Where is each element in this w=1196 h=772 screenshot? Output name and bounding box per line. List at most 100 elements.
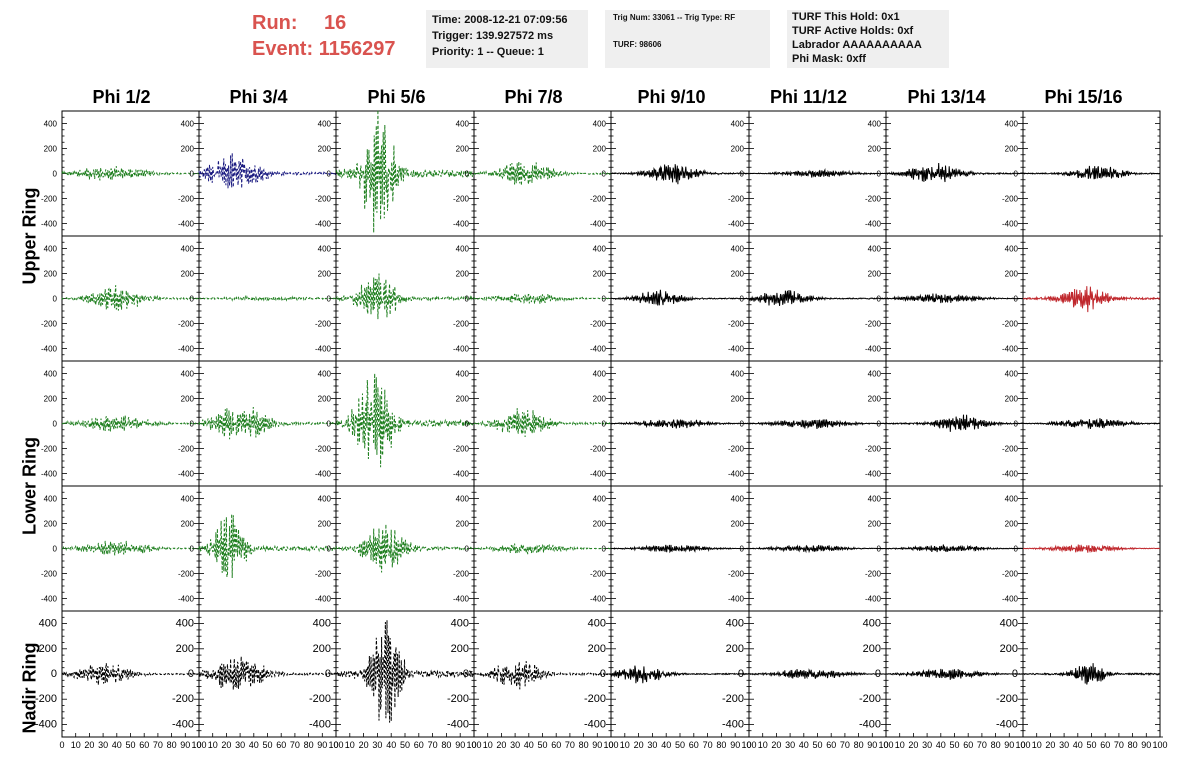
y-tick-label: 200	[318, 520, 332, 529]
y-tick-label: 200	[181, 270, 195, 279]
run-event-box: Run: 16 Event: 1156297	[252, 10, 395, 62]
x-tick-label: 70	[153, 740, 163, 750]
x-tick-label: 100	[1152, 740, 1167, 750]
y-tick-label: 200	[181, 395, 195, 404]
y-tick-label: -200	[728, 445, 745, 454]
y-tick-label: 0	[740, 420, 745, 429]
y-tick-label: -200	[1002, 570, 1019, 579]
y-tick-label: 0	[327, 170, 332, 179]
y-tick-label: 0	[1014, 170, 1019, 179]
y-tick-label: 200	[181, 145, 195, 154]
y-tick-label: 0	[465, 545, 470, 554]
x-tick-label: 0	[196, 740, 201, 750]
x-tick-label: 50	[949, 740, 959, 750]
y-tick-label: 400	[44, 370, 58, 379]
y-tick-label: -200	[728, 570, 745, 579]
run-label: Run:	[252, 12, 298, 34]
turf-text: TURF: 98606	[613, 40, 662, 49]
waveform-line	[473, 161, 612, 186]
x-tick-label: 30	[785, 740, 795, 750]
y-tick-label: -200	[447, 693, 469, 705]
y-tick-label: 0	[190, 295, 195, 304]
y-tick-label: 0	[465, 420, 470, 429]
x-tick-label: 20	[84, 740, 94, 750]
y-tick-label: 400	[1005, 370, 1019, 379]
y-tick-label: -200	[865, 195, 882, 204]
y-tick-label: 0	[327, 295, 332, 304]
waveform-line	[61, 415, 200, 432]
waveform-line	[886, 668, 1024, 680]
trigger-text: Trigger: 139.927572 ms	[432, 30, 554, 42]
x-tick-label: 10	[208, 740, 218, 750]
y-tick-label: 200	[456, 520, 470, 529]
x-tick-label: 10	[895, 740, 905, 750]
y-tick-label: 200	[456, 270, 470, 279]
x-tick-label: 30	[922, 740, 932, 750]
y-tick-label: -400	[41, 595, 58, 604]
x-tick-label: 40	[249, 740, 259, 750]
y-tick-label: 0	[463, 668, 469, 680]
x-tick-label: 70	[840, 740, 850, 750]
y-tick-label: 200	[451, 643, 469, 655]
waveform-line	[610, 665, 750, 684]
y-tick-label: 400	[176, 618, 194, 630]
x-tick-label: 90	[180, 740, 190, 750]
x-tick-label: 60	[139, 740, 149, 750]
waveform-line	[885, 293, 1024, 304]
waveform-line	[198, 513, 337, 579]
y-tick-label: 0	[1014, 545, 1019, 554]
y-tick-label: 200	[456, 145, 470, 154]
y-tick-label: 200	[731, 520, 745, 529]
y-tick-label: -200	[453, 320, 470, 329]
x-tick-label: 30	[372, 740, 382, 750]
x-tick-label: 10	[1032, 740, 1042, 750]
y-tick-label: -200	[584, 693, 606, 705]
x-tick-label: 100	[741, 740, 756, 750]
y-tick-label: -400	[315, 345, 332, 354]
y-tick-label: 200	[588, 643, 606, 655]
y-tick-label: -400	[1002, 220, 1019, 229]
y-tick-label: 0	[190, 170, 195, 179]
x-tick-label: 80	[579, 740, 589, 750]
y-tick-label: -400	[447, 718, 469, 730]
x-tick-label: 100	[878, 740, 893, 750]
column-header-phi-9-10: Phi 9/10	[637, 87, 706, 107]
waveform-line	[61, 285, 200, 311]
y-tick-label: 200	[868, 270, 882, 279]
y-tick-label: -400	[178, 345, 195, 354]
y-tick-label: -200	[453, 195, 470, 204]
y-tick-label: -400	[1002, 470, 1019, 479]
y-tick-label: 0	[600, 668, 606, 680]
x-tick-label: 30	[235, 740, 245, 750]
y-tick-label: 400	[313, 618, 331, 630]
y-tick-label: -400	[453, 220, 470, 229]
y-tick-label: -200	[35, 693, 57, 705]
y-tick-label: -400	[859, 718, 881, 730]
waveform-line	[748, 668, 886, 680]
y-tick-label: 0	[53, 545, 58, 554]
waveform-line	[1023, 544, 1160, 554]
waveform-line	[198, 294, 337, 302]
x-tick-label: 20	[496, 740, 506, 750]
y-tick-label: -200	[315, 445, 332, 454]
x-tick-label: 90	[455, 740, 465, 750]
y-tick-label: 200	[593, 395, 607, 404]
x-tick-label: 100	[191, 740, 206, 750]
y-tick-label: -400	[865, 470, 882, 479]
waveform-line	[885, 544, 1024, 553]
column-header-phi-15-16: Phi 15/16	[1044, 87, 1123, 107]
y-tick-label: 400	[318, 245, 332, 254]
x-tick-label: 90	[1004, 740, 1014, 750]
x-tick-label: 70	[428, 740, 438, 750]
y-tick-label: -400	[865, 595, 882, 604]
waveform-line	[1022, 663, 1161, 685]
y-tick-label: 200	[176, 643, 194, 655]
y-tick-label: -200	[1002, 195, 1019, 204]
x-tick-label: 70	[290, 740, 300, 750]
y-tick-label: 200	[593, 270, 607, 279]
y-tick-label: 200	[731, 395, 745, 404]
y-tick-label: -200	[178, 320, 195, 329]
x-tick-label: 50	[125, 740, 135, 750]
waveform-line	[473, 661, 612, 690]
